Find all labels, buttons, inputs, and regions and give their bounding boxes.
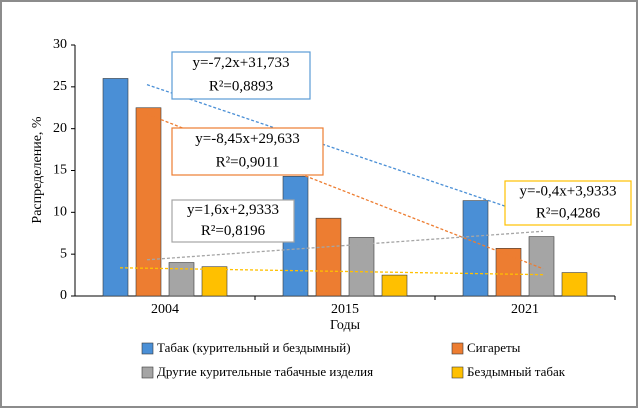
bar xyxy=(315,217,342,297)
trendline-label: R²=0,8893 xyxy=(209,79,273,95)
legend-label: Сигареты xyxy=(467,340,521,355)
bar xyxy=(168,262,195,297)
x-tick-label: 2021 xyxy=(511,302,539,317)
legend-swatch xyxy=(141,366,154,379)
trendline-box xyxy=(171,51,311,100)
trendline-label: y=-7,2x+31,733 xyxy=(193,55,290,71)
y-tick-label: 30 xyxy=(53,37,67,52)
trendline xyxy=(119,267,544,276)
legend-swatch xyxy=(451,366,464,379)
trendline-box xyxy=(171,199,295,243)
trendline xyxy=(146,230,544,261)
bar xyxy=(528,236,555,297)
y-tick-label: 10 xyxy=(53,205,67,220)
trendline-label: y=-0,4x+3,9333 xyxy=(520,183,617,199)
bar xyxy=(348,237,375,297)
bar xyxy=(495,248,522,297)
y-tick-label: 0 xyxy=(60,288,67,303)
trendline-box xyxy=(171,127,324,176)
bar xyxy=(201,266,228,297)
bar xyxy=(462,200,489,297)
trendline-label: R²=0,9011 xyxy=(216,155,280,171)
legend-label: Табак (курительный и бездымный) xyxy=(157,340,351,355)
trendline-box xyxy=(504,180,632,226)
legend-swatch xyxy=(141,342,154,355)
bar xyxy=(381,274,408,297)
trendline-label: R²=0,8196 xyxy=(201,223,266,239)
legend-label: Другие курительные табачные изделия xyxy=(157,364,373,379)
y-tick-label: 15 xyxy=(53,163,67,178)
y-tick-label: 25 xyxy=(53,79,67,94)
bar xyxy=(561,272,588,297)
legend-label: Бездымный табак xyxy=(467,364,566,379)
x-tick-label: 2015 xyxy=(331,302,359,317)
trendline-label: y=1,6x+2,9333 xyxy=(187,202,279,218)
y-axis-label: Распределение, % xyxy=(30,116,45,223)
bar xyxy=(135,107,162,297)
x-axis-label: Годы xyxy=(330,318,361,333)
trendline-label: y=-8,45x+29,633 xyxy=(195,131,299,147)
bar xyxy=(102,78,129,297)
x-tick-label: 2004 xyxy=(151,302,179,317)
y-tick-label: 20 xyxy=(53,121,67,136)
trendline-label: R²=0,4286 xyxy=(536,205,601,221)
legend-swatch xyxy=(451,342,464,355)
y-tick-label: 5 xyxy=(60,246,67,261)
